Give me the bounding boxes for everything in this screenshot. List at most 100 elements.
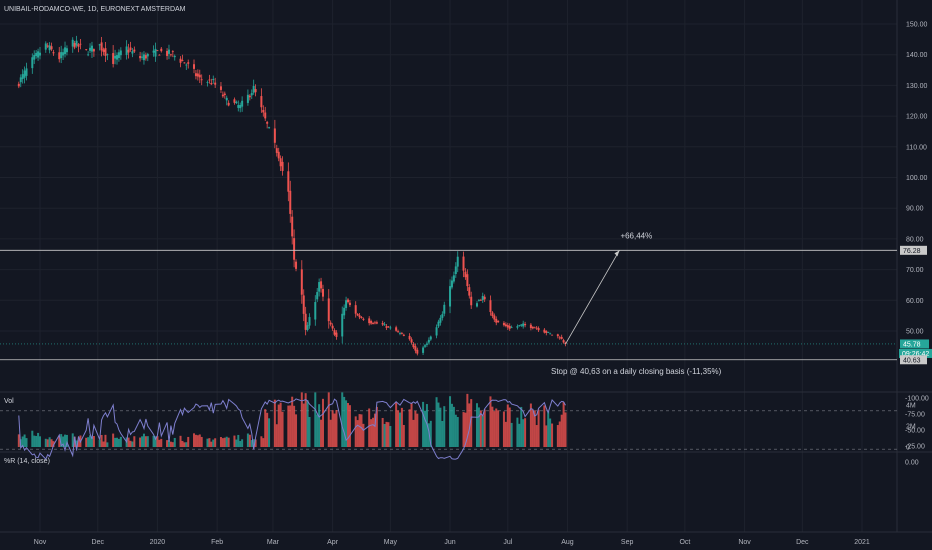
candle-body (89, 47, 92, 51)
volume-bar (225, 436, 228, 447)
volume-bar (462, 412, 465, 447)
candle-body (39, 52, 41, 56)
volume-bar (383, 424, 386, 447)
price-label-low-bg (900, 355, 927, 365)
candle-body (481, 295, 484, 301)
candle-body (219, 86, 222, 90)
volume-bar (335, 410, 338, 447)
volume-bar (454, 414, 457, 447)
candle-body (479, 299, 482, 301)
volume-tick-label: 0 (906, 445, 910, 452)
volume-bar (504, 421, 507, 447)
candle-body (441, 314, 444, 318)
time-tick-label: Nov (34, 539, 47, 546)
volume-bar (373, 413, 376, 447)
time-axis-ticks: Nov Dec 2020 Feb Mar Apr May Jun Jul Aug Sep Oct Nov… (34, 539, 870, 546)
candle-body (287, 171, 290, 192)
candle-body (23, 70, 26, 78)
candle-body (408, 335, 411, 340)
candle-body (248, 95, 251, 98)
candle-body (44, 43, 47, 50)
volume-bar (362, 423, 365, 447)
volume-bar (560, 414, 563, 447)
candle-body (239, 104, 242, 109)
volume-bar (46, 439, 49, 447)
candle-body (262, 109, 265, 113)
volume-bar (246, 433, 249, 447)
volume-bar (17, 434, 20, 447)
volume-bar (221, 438, 224, 447)
volume-bar (556, 425, 559, 447)
volume-bar (127, 437, 130, 447)
volume-bar (237, 434, 240, 447)
candle-body (62, 52, 65, 56)
volume-bar (327, 392, 330, 447)
volume-bar (141, 436, 144, 447)
candle-body (354, 305, 357, 314)
candle-body (35, 52, 38, 57)
volume-bar (412, 419, 415, 447)
candle-body (75, 40, 78, 46)
volume-bar (25, 438, 28, 447)
candle-body (152, 50, 155, 53)
volume-bar (408, 409, 411, 447)
candle-body (508, 325, 511, 329)
price-tick-label: 150.00 (906, 22, 928, 29)
volume-bar (248, 434, 251, 447)
candle-body (389, 327, 392, 329)
candle-body (520, 324, 523, 326)
volume-bar (98, 439, 101, 447)
candle-body (37, 51, 40, 58)
candle-body (549, 333, 552, 335)
candle-body (281, 161, 284, 171)
volume-bar (166, 440, 169, 447)
price-tick-label: 70.00 (906, 267, 924, 274)
candle-body (510, 327, 513, 329)
williams-r-axis-ticks: 0.00 -25.00 -50.00 -75.00 -100.00 (905, 396, 929, 467)
volume-bar (416, 413, 419, 447)
time-tick-label: Nov (738, 539, 751, 546)
candle-body (475, 303, 478, 307)
volume-bar (450, 403, 453, 447)
volume-bar (262, 438, 265, 447)
candle-body (206, 82, 209, 83)
volume-bar (58, 436, 61, 447)
volume-bar (435, 397, 438, 447)
candle-body (85, 49, 88, 50)
countdown-text: 09:26:42 (902, 351, 929, 358)
volume-bar (464, 412, 467, 447)
price-label-high-bg (900, 245, 927, 255)
stop-annotation: Stop @ 40,63 on a daily closing basis (-… (551, 367, 722, 376)
volume-bar (510, 422, 513, 447)
volume-bar (295, 414, 298, 447)
candle-body (129, 47, 132, 51)
volume-bar (397, 410, 400, 447)
volume-bar (387, 422, 390, 447)
volume-bar (389, 425, 392, 447)
candle-body (329, 322, 332, 325)
candle-body (368, 318, 371, 324)
candle-body (277, 151, 280, 159)
volume-bar (268, 418, 271, 447)
volume-bar (354, 416, 357, 447)
williams-r-line (18, 398, 566, 460)
volume-bar (64, 434, 67, 447)
volume-bar (279, 402, 282, 447)
candle-body (173, 55, 176, 58)
candle-body (235, 101, 238, 104)
volume-bar (291, 396, 294, 447)
volume-bar (181, 440, 184, 447)
time-tick-label: Dec (796, 539, 809, 546)
williams-r-tick-label: -50.00 (905, 428, 925, 435)
projection-arrow[interactable] (565, 250, 620, 345)
candle-body (437, 321, 440, 327)
candle-body (454, 266, 457, 274)
candle-body (167, 49, 170, 54)
candle-body (449, 286, 452, 307)
volume-bar (104, 434, 107, 447)
candle-body (200, 79, 203, 81)
volume-bar (329, 419, 332, 447)
volume-bar (410, 402, 413, 447)
candle-body (183, 62, 186, 64)
volume-bar (441, 420, 444, 447)
